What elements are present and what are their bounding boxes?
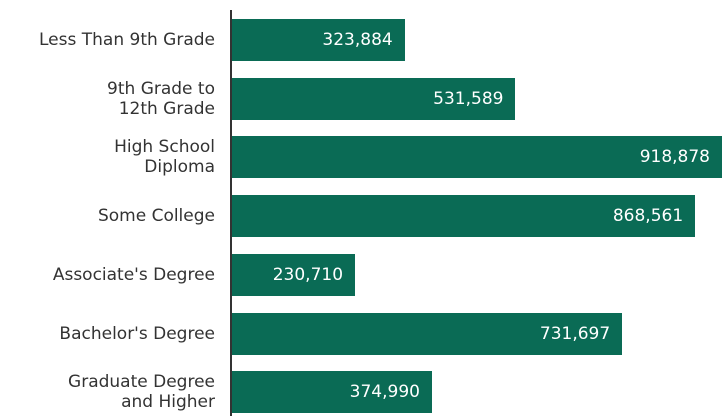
- value-label: 868,561: [612, 206, 684, 227]
- category-label: Bachelor's Degree: [59, 323, 215, 344]
- category-label: 9th Grade to 12th Grade: [107, 78, 215, 119]
- bar: [232, 19, 405, 61]
- bar: [232, 371, 432, 414]
- bar: [232, 77, 516, 120]
- category-label: Some College: [97, 206, 215, 227]
- category-label: Graduate Degree and Higher: [68, 372, 215, 413]
- axis-line: [230, 10, 232, 416]
- value-label: 374,990: [349, 382, 420, 403]
- value-label: 230,710: [272, 264, 344, 285]
- category-label: Less Than 9th Grade: [39, 30, 215, 50]
- bar: [232, 136, 722, 179]
- category-label: Associate's Degree: [52, 264, 215, 285]
- category-label: High School Diploma: [114, 137, 215, 178]
- value-label: 323,884: [322, 30, 393, 50]
- value-label: 531,589: [433, 88, 504, 109]
- value-label: 918,878: [639, 147, 710, 168]
- bar: [232, 312, 623, 355]
- value-label: 731,697: [539, 323, 611, 344]
- bar: [232, 195, 696, 238]
- bar: [232, 253, 356, 296]
